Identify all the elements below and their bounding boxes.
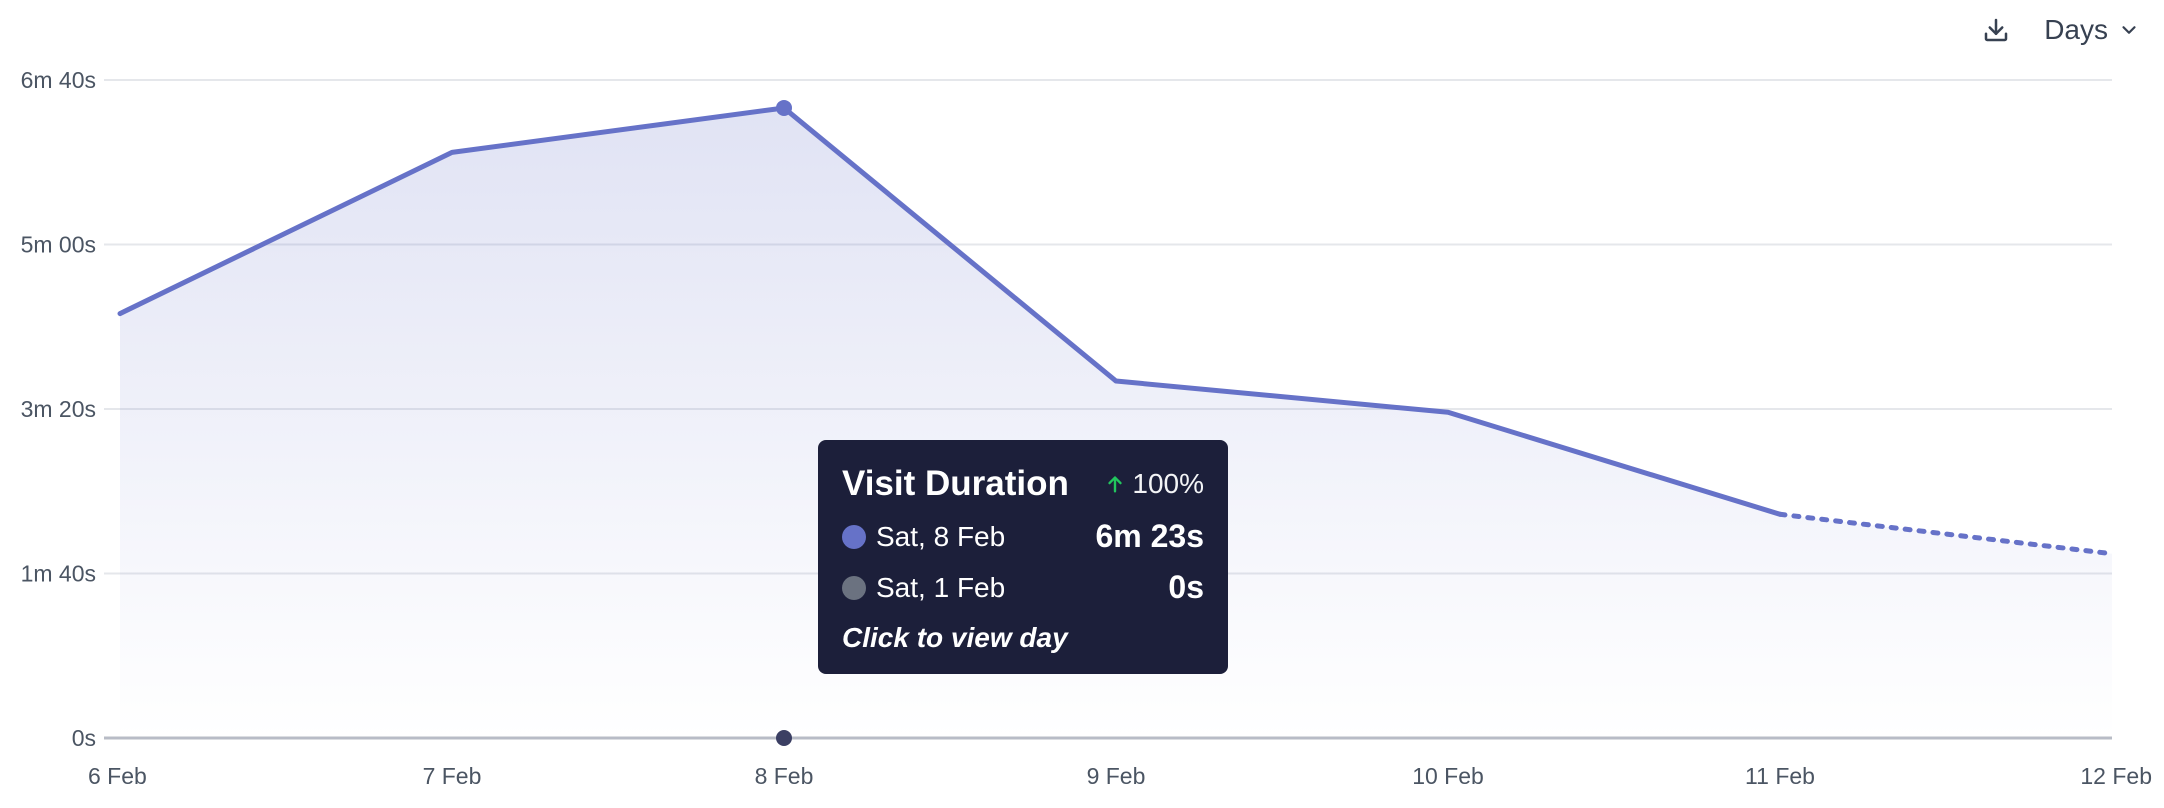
y-tick-label: 6m 40s bbox=[21, 67, 96, 93]
x-tick-label: 11 Feb bbox=[1745, 763, 1815, 789]
tooltip-change-value: 100% bbox=[1132, 468, 1204, 499]
tooltip-row-label: Sat, 1 Feb bbox=[876, 571, 1006, 603]
series-area bbox=[120, 107, 2112, 739]
series-line-incomplete bbox=[1777, 511, 2115, 557]
arrow-up-icon bbox=[1108, 476, 1123, 493]
x-tick-label: 10 Feb bbox=[1412, 763, 1484, 789]
chart-tooltip: Visit Duration 100% Sat, 8 Feb 6m 23s Sa… bbox=[818, 440, 1228, 674]
y-axis: 0s 1m 40s 3m 20s 5m 00s 6m 40s bbox=[21, 67, 96, 751]
tooltip-footer: Click to view day bbox=[842, 622, 1068, 653]
download-button[interactable] bbox=[1976, 10, 2016, 50]
x-tick-label: 7 Feb bbox=[423, 763, 482, 789]
tooltip-change: 100% bbox=[1104, 468, 1204, 500]
x-tick-label: 9 Feb bbox=[1087, 763, 1146, 789]
tooltip-row-value: 0s bbox=[1168, 569, 1204, 605]
y-tick-label: 5m 00s bbox=[21, 232, 96, 258]
highlight-point bbox=[776, 99, 792, 116]
interval-dropdown[interactable]: Days bbox=[2044, 14, 2140, 46]
tooltip-row-current: Sat, 8 Feb 6m 23s bbox=[842, 518, 1204, 555]
tooltip-title: Visit Duration bbox=[842, 464, 1069, 503]
tooltip-row-value: 6m 23s bbox=[1095, 518, 1204, 554]
tooltip-row-label: Sat, 8 Feb bbox=[876, 520, 1006, 552]
tooltip-row-comparison: Sat, 1 Feb 0s bbox=[842, 569, 1204, 606]
interval-label: Days bbox=[2044, 14, 2108, 45]
chevron-down-icon bbox=[2122, 26, 2136, 34]
comparison-series-dot bbox=[842, 575, 866, 600]
x-tick-label: 8 Feb bbox=[755, 763, 814, 789]
y-tick-label: 1m 40s bbox=[21, 561, 96, 587]
download-icon bbox=[1984, 18, 2008, 42]
series-visit-duration bbox=[117, 99, 2115, 746]
chart-controls: Days bbox=[1976, 10, 2140, 50]
x-tick-label: 6 Feb bbox=[88, 763, 147, 789]
series-line bbox=[117, 105, 1783, 517]
y-tick-label: 0s bbox=[72, 725, 96, 751]
comparison-point bbox=[776, 730, 792, 746]
x-axis: 6 Feb 7 Feb 8 Feb 9 Feb 10 Feb 11 Feb 12 Feb bbox=[88, 763, 2152, 789]
x-tick-label: 12 Feb bbox=[2080, 763, 2152, 789]
y-tick-label: 3m 20s bbox=[21, 396, 96, 422]
current-series-dot bbox=[842, 524, 866, 549]
